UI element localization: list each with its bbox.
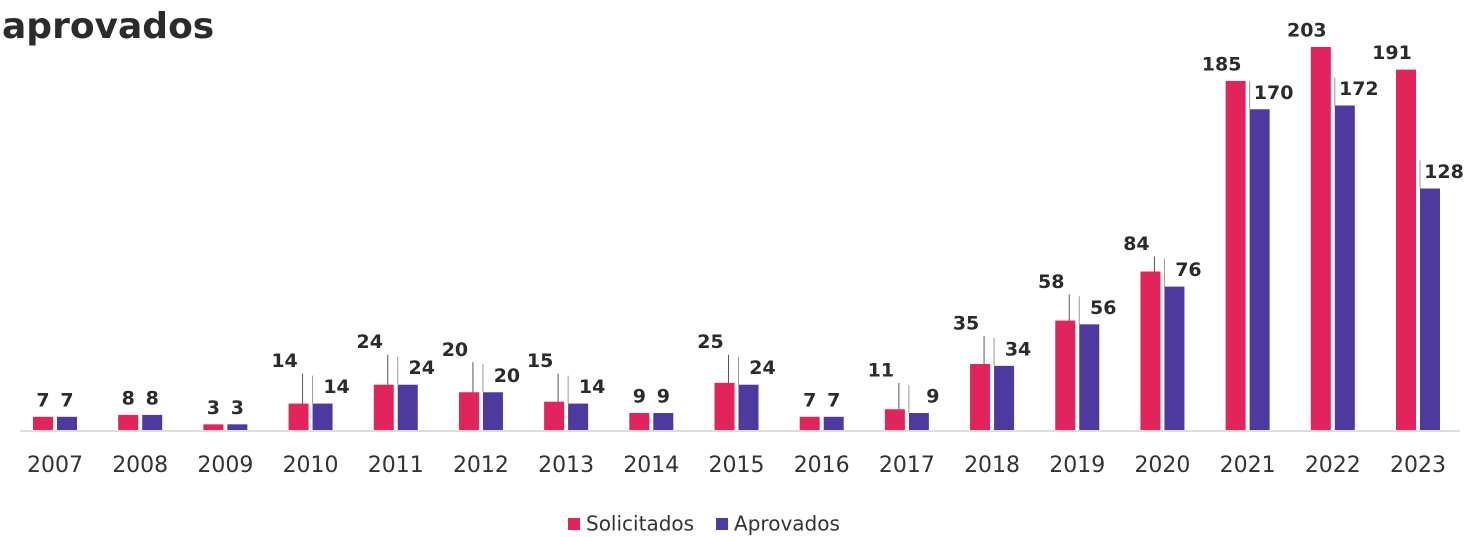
data-label: 7 xyxy=(60,389,73,411)
x-tick-label: 2008 xyxy=(112,453,168,478)
bar xyxy=(203,424,224,430)
x-tick-label: 2019 xyxy=(1049,453,1105,478)
bar xyxy=(653,413,674,430)
data-label: 191 xyxy=(1372,42,1412,64)
bar xyxy=(823,416,844,430)
bar xyxy=(738,384,759,430)
data-label: 11 xyxy=(868,360,894,382)
data-label: 7 xyxy=(803,389,816,411)
bar xyxy=(118,414,139,430)
bar xyxy=(1249,109,1270,431)
bar xyxy=(57,416,77,430)
data-label: 20 xyxy=(494,365,520,387)
bar xyxy=(629,413,650,430)
data-label: 8 xyxy=(122,387,135,409)
bar xyxy=(799,416,820,430)
bar xyxy=(1334,105,1355,431)
x-tick-label: 2017 xyxy=(879,453,935,478)
data-label: 35 xyxy=(953,312,979,334)
data-label: 14 xyxy=(271,350,297,372)
bar xyxy=(142,414,163,430)
legend-swatch xyxy=(716,518,729,530)
data-label: 20 xyxy=(442,339,468,361)
data-label: 9 xyxy=(657,386,670,408)
bar xyxy=(908,413,929,430)
data-label: 3 xyxy=(231,397,244,419)
bar xyxy=(994,365,1015,430)
data-label: 9 xyxy=(926,386,939,408)
data-label: 24 xyxy=(357,331,383,353)
data-label: 76 xyxy=(1175,259,1201,281)
x-tick-label: 2021 xyxy=(1220,453,1276,478)
x-tick-label: 2020 xyxy=(1134,453,1190,478)
bar xyxy=(1140,271,1161,430)
bar xyxy=(458,392,479,430)
data-label: 15 xyxy=(527,350,553,372)
x-tick-label: 2011 xyxy=(368,453,424,478)
data-label: 34 xyxy=(1005,338,1031,360)
x-tick-label: 2015 xyxy=(709,453,765,478)
data-label: 128 xyxy=(1424,161,1464,183)
data-label: 24 xyxy=(409,357,435,379)
bar xyxy=(1055,320,1076,430)
bar xyxy=(568,403,589,430)
data-label: 203 xyxy=(1287,20,1327,42)
bar xyxy=(482,392,503,430)
bar xyxy=(1225,80,1246,430)
data-label: 84 xyxy=(1123,233,1149,255)
x-tick-label: 2007 xyxy=(27,453,83,478)
legend-label: Solicitados xyxy=(586,512,694,536)
data-label: 9 xyxy=(633,386,646,408)
data-label: 25 xyxy=(697,331,723,353)
data-label: 24 xyxy=(749,357,775,379)
data-label: 3 xyxy=(207,397,220,419)
bar xyxy=(1079,324,1100,430)
bar xyxy=(397,384,418,430)
bar xyxy=(544,401,565,430)
data-label: 185 xyxy=(1202,53,1242,75)
bar xyxy=(227,424,248,430)
x-tick-label: 2009 xyxy=(197,453,253,478)
bar xyxy=(1164,286,1185,430)
data-label: 7 xyxy=(36,389,49,411)
x-tick-label: 2018 xyxy=(964,453,1020,478)
data-label: 8 xyxy=(146,387,159,409)
data-label: 58 xyxy=(1038,271,1064,293)
bar xyxy=(714,382,735,430)
data-label: 14 xyxy=(323,376,349,398)
bar xyxy=(33,416,53,430)
x-tick-label: 2012 xyxy=(453,453,509,478)
bar xyxy=(1310,47,1331,430)
bar xyxy=(884,409,905,430)
bar xyxy=(373,384,394,430)
data-label: 170 xyxy=(1254,82,1294,104)
data-label: 172 xyxy=(1339,78,1379,100)
legend-label: Aprovados xyxy=(734,512,840,536)
bar xyxy=(970,363,991,430)
bar xyxy=(1420,188,1440,430)
data-label: 56 xyxy=(1090,297,1116,319)
x-tick-label: 2014 xyxy=(623,453,679,478)
bar xyxy=(1396,69,1416,431)
x-tick-label: 2016 xyxy=(794,453,850,478)
x-tick-label: 2010 xyxy=(283,453,339,478)
data-label: 7 xyxy=(827,389,840,411)
x-tick-label: 2013 xyxy=(538,453,594,478)
bar xyxy=(312,403,333,430)
chart-title: aprovados xyxy=(2,6,214,47)
bar xyxy=(288,403,309,430)
legend-swatch xyxy=(568,518,580,530)
x-tick-label: 2022 xyxy=(1305,453,1361,478)
x-tick-label: 2023 xyxy=(1390,453,1446,478)
data-label: 14 xyxy=(579,376,605,398)
